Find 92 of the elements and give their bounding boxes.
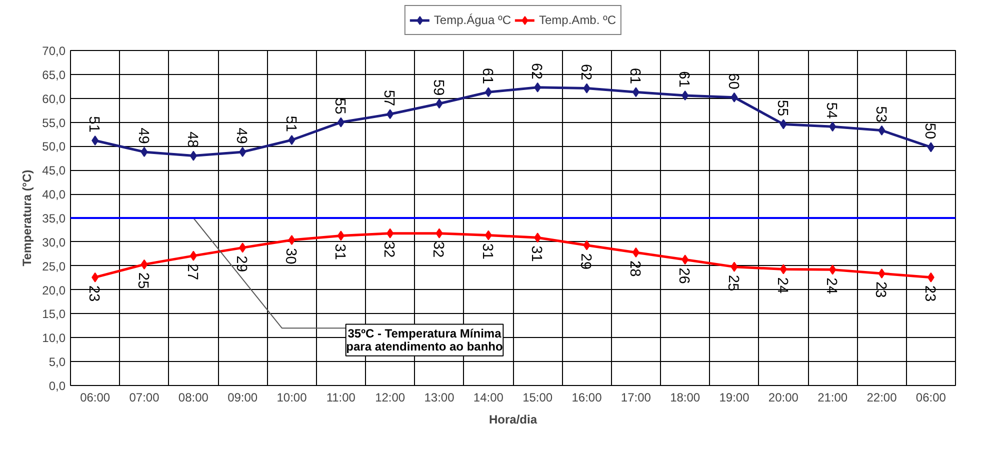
x-tick-label: 14:00 (473, 390, 504, 404)
point (436, 98, 443, 109)
data-label: 32 (430, 241, 446, 258)
x-tick-label: 06:00 (916, 390, 946, 404)
point (534, 232, 542, 243)
legend-label: Temp.Amb. ºC (539, 13, 616, 27)
data-label: 55 (331, 98, 348, 114)
data-label: 25 (134, 272, 151, 289)
point (190, 150, 197, 161)
point (92, 272, 99, 282)
x-tick-label: 20:00 (768, 390, 799, 404)
data-label: 30 (282, 248, 298, 264)
x-tick-label: 07:00 (129, 390, 160, 404)
point (632, 87, 640, 98)
y-tick-label: 30,0 (42, 235, 66, 250)
data-label: 31 (528, 246, 544, 262)
point (632, 247, 640, 258)
y-tick-label: 5,0 (48, 355, 66, 370)
point (878, 268, 886, 279)
data-label: 59 (430, 79, 446, 96)
point (730, 262, 738, 272)
point (730, 92, 738, 102)
data-label: 26 (676, 268, 692, 284)
point (288, 134, 296, 145)
y-tick-label: 40,0 (42, 188, 66, 202)
point (436, 228, 443, 238)
point (140, 146, 148, 157)
point (927, 272, 934, 282)
x-tick-label: 17:00 (620, 390, 652, 404)
point (682, 90, 689, 100)
x-tick-label: 12:00 (375, 390, 406, 404)
y-tick-label: 55,0 (42, 116, 66, 130)
point (583, 240, 590, 250)
x-tick-label: 08:00 (178, 390, 209, 404)
data-label: 32 (380, 241, 397, 258)
y-tick-label: 60,0 (42, 92, 66, 106)
x-tick-label: 16:00 (572, 390, 602, 404)
x-tick-label: 21:00 (818, 390, 848, 404)
data-label: 31 (331, 244, 348, 260)
data-label: 49 (233, 128, 250, 144)
point (829, 122, 836, 132)
x-tick-label: 11:00 (326, 390, 356, 404)
y-tick-label: 25,0 (42, 259, 66, 274)
y-tick-label: 35,0 (42, 212, 66, 226)
x-tick-label: 18:00 (670, 390, 700, 404)
data-label: 53 (872, 106, 888, 122)
x-tick-label: 19:00 (719, 390, 750, 404)
data-label: 31 (478, 243, 495, 260)
point (780, 264, 787, 274)
point (337, 230, 344, 241)
point (190, 250, 197, 261)
point (92, 135, 99, 146)
y-axis-title: Temperatura (°C) (20, 170, 34, 266)
data-label: 55 (774, 100, 790, 116)
point (927, 142, 934, 152)
data-label: 23 (872, 282, 888, 298)
point (583, 83, 590, 94)
legend-label: Temp.Água ºC (434, 13, 512, 27)
y-tick-label: 65,0 (42, 68, 66, 82)
y-tick-label: 0,0 (48, 379, 66, 393)
point (337, 117, 344, 128)
y-tick-label: 70,0 (42, 44, 66, 58)
data-label: 54 (823, 102, 840, 119)
data-label: 50 (921, 122, 938, 140)
point (239, 242, 246, 253)
point (140, 259, 148, 270)
point (682, 254, 689, 265)
y-tick-label: 50,0 (42, 140, 66, 154)
x-tick-label: 15:00 (522, 390, 553, 404)
point (484, 230, 492, 240)
x-tick-label: 22:00 (866, 390, 898, 404)
y-tick-label: 20,0 (42, 283, 66, 298)
point (239, 146, 246, 157)
y-tick-label: 15,0 (42, 307, 66, 322)
point (878, 125, 886, 136)
y-tick-label: 45,0 (42, 164, 66, 178)
point (386, 228, 394, 238)
point (484, 87, 492, 98)
data-label: 49 (134, 128, 151, 144)
point (386, 109, 394, 120)
x-tick-label: 06:00 (80, 390, 110, 404)
x-axis-title: Hora/dia (488, 412, 538, 426)
point (288, 235, 296, 246)
ref-line-label: 35ºC - Temperatura Mínima para atendimento ao banho (346, 326, 503, 354)
point (829, 264, 836, 275)
x-tick-label: 13:00 (424, 390, 455, 404)
y-tick-label: 10,0 (42, 331, 66, 346)
x-tick-label: 10:00 (276, 390, 308, 404)
point (780, 119, 787, 130)
point (534, 82, 542, 92)
x-tick-label: 09:00 (228, 390, 258, 404)
data-label: 57 (380, 90, 397, 106)
